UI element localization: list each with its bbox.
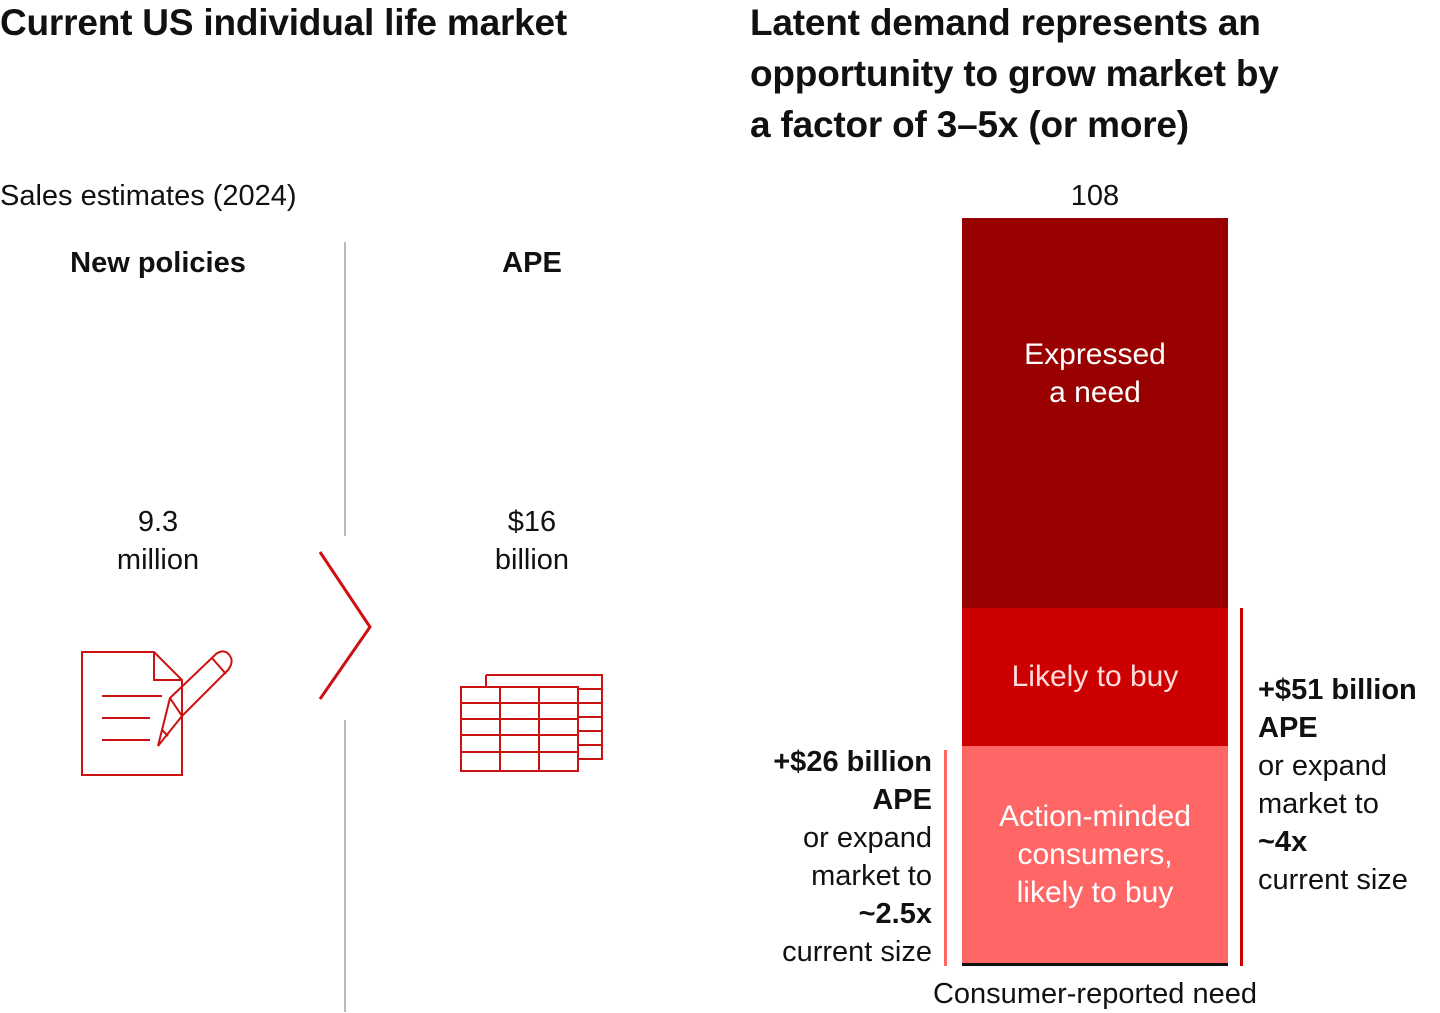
right-annotation-market-to: market to [1258,788,1379,820]
left-title: Current US individual life market [0,2,568,43]
bar-segment-3: Expressed a need [962,218,1228,609]
left-annotation-or-expand: or expand [803,822,932,854]
right-annotation-bracket [1240,608,1243,966]
left-annotation-current-size: current size [782,936,932,968]
bar-segment-label: Action-minded consumers, likely to buy [999,800,1191,910]
right-title-line-1: Latent demand represents an [750,2,1261,43]
left-annotation-multiple: ~2.5x [858,898,932,930]
ape-header: APE [502,247,562,279]
ape-number: $16 [507,506,557,538]
left-annotation-market-to: market to [811,860,932,892]
bar-segment-label: Likely to buy [1011,659,1179,693]
stacked-bar: Action-minded consumers, likely to buy Like… [962,218,1228,965]
x-axis-label: Consumer-reported need [932,978,1257,1010]
new-policies-header: New policies [70,247,246,279]
bar-segment-2: Likely to buy [962,608,1228,746]
new-policies-unit: million [116,544,200,576]
total-label: 108 [1070,180,1120,212]
chevron-right-icon [318,551,372,700]
document-pen-icon [81,650,233,776]
right-annotation: +$51 billion APE or expand market to ~4x… [1258,671,1440,899]
column-divider [318,242,372,1012]
subtitle: Sales estimates (2024) [0,180,297,212]
left-annotation-bracket [944,750,947,966]
new-policies-value: 9.3 million [0,503,316,579]
right-annotation-amount: +$51 billion [1258,674,1417,706]
right-title-line-2: opportunity to grow market by [750,53,1279,94]
right-title-line-3: a factor of 3–5x (or more) [750,104,1189,145]
spreadsheet-icon [460,674,603,772]
left-annotation: +$26 billion APE or expand market to ~2.… [700,743,932,971]
ape-value: $16 billion [432,503,632,579]
right-annotation-current-size: current size [1258,864,1408,896]
baseline [962,963,1228,966]
left-annotation-ape: APE [872,784,932,816]
bar-segment-label: Expressed a need [1024,338,1166,410]
ape-unit: billion [494,544,570,576]
right-annotation-or-expand: or expand [1258,750,1387,782]
right-annotation-multiple: ~4x [1258,826,1308,858]
right-annotation-ape: APE [1258,712,1318,744]
bar-segment-1: Action-minded consumers, likely to buy [962,745,1228,965]
right-title: Latent demand represents an opportunity … [750,0,1440,150]
new-policies-number: 9.3 [137,506,179,538]
left-annotation-amount: +$26 billion [773,746,932,778]
